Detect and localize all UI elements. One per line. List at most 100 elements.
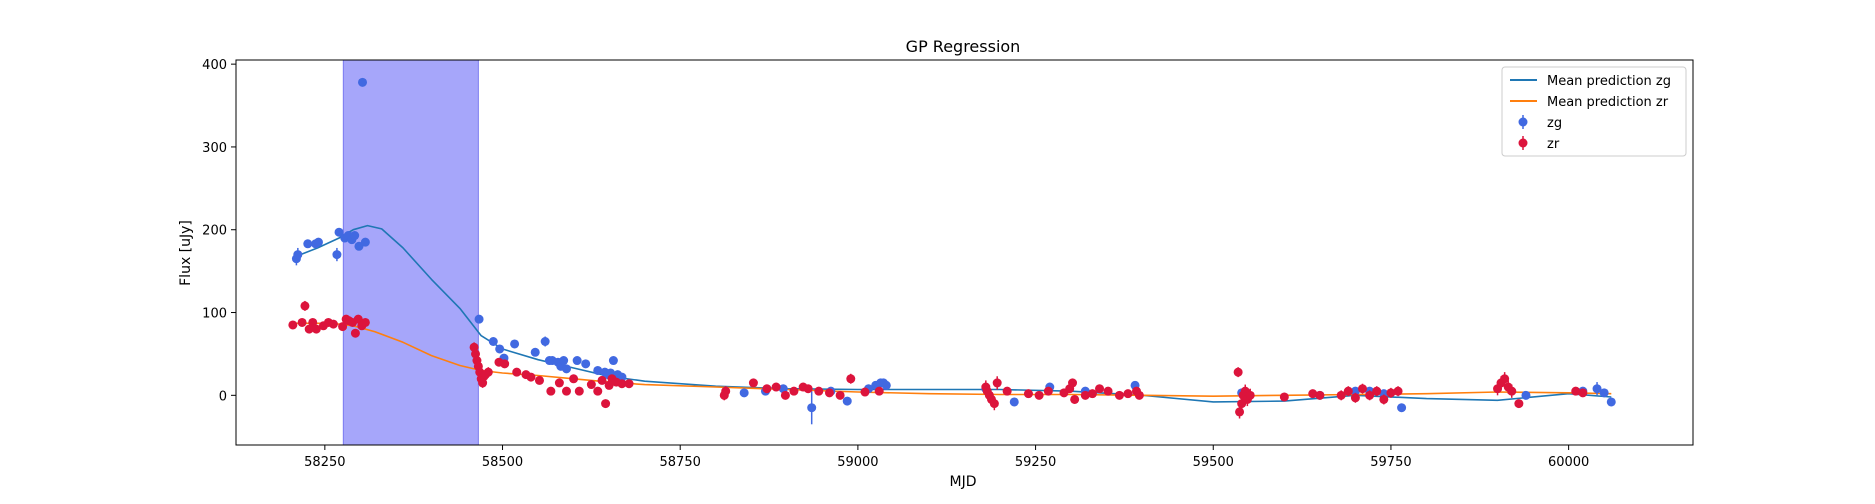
data-point bbox=[1002, 386, 1012, 396]
data-point bbox=[360, 237, 370, 247]
data-point bbox=[332, 250, 342, 260]
data-point bbox=[512, 367, 522, 377]
data-point bbox=[554, 378, 564, 388]
data-point bbox=[350, 231, 360, 241]
data-point bbox=[1397, 403, 1407, 413]
data-point bbox=[1571, 386, 1581, 396]
data-point bbox=[608, 356, 618, 366]
data-point bbox=[1103, 386, 1113, 396]
legend-item-mean-prediction-zg: Mean prediction zg bbox=[1510, 74, 1671, 89]
y-tick-label: 300 bbox=[202, 141, 227, 156]
data-point bbox=[300, 301, 310, 311]
data-point bbox=[540, 337, 550, 347]
data-point bbox=[353, 314, 363, 324]
y-tick-label: 200 bbox=[202, 224, 227, 239]
data-point bbox=[1578, 388, 1588, 398]
data-point bbox=[354, 241, 364, 251]
data-point bbox=[780, 390, 790, 400]
y-tick-label: 400 bbox=[202, 58, 227, 73]
series-line-mean-prediction-zr bbox=[296, 322, 1612, 397]
data-point bbox=[1521, 390, 1531, 400]
data-point bbox=[824, 388, 834, 398]
data-point bbox=[313, 237, 323, 247]
data-point bbox=[1315, 390, 1325, 400]
data-point bbox=[860, 387, 870, 397]
data-point bbox=[1514, 399, 1524, 409]
data-point bbox=[762, 384, 772, 394]
data-point bbox=[510, 339, 520, 349]
data-point bbox=[293, 250, 303, 260]
data-point bbox=[881, 380, 891, 390]
data-point bbox=[1095, 384, 1105, 394]
data-point bbox=[334, 227, 344, 237]
series-points-zr bbox=[288, 300, 1588, 419]
data-point bbox=[1379, 394, 1389, 404]
data-point bbox=[311, 324, 321, 334]
data-point bbox=[1235, 407, 1245, 417]
data-point bbox=[561, 364, 571, 374]
data-point bbox=[593, 386, 603, 396]
data-point bbox=[350, 328, 360, 338]
data-point bbox=[721, 386, 731, 396]
data-point bbox=[1500, 374, 1510, 384]
legend: Mean prediction zg Mean prediction zr zg zr bbox=[1501, 66, 1687, 157]
data-point bbox=[842, 396, 852, 406]
legend-label: Mean prediction zg bbox=[1547, 74, 1671, 89]
data-point bbox=[586, 380, 596, 390]
data-point bbox=[1114, 390, 1124, 400]
data-point bbox=[601, 399, 611, 409]
data-point bbox=[559, 356, 569, 366]
legend-label: Mean prediction zr bbox=[1547, 95, 1669, 110]
data-point bbox=[561, 386, 571, 396]
data-point bbox=[874, 386, 884, 396]
legend-item-zg: zg bbox=[1518, 115, 1562, 131]
data-point bbox=[304, 324, 314, 334]
data-point bbox=[1592, 384, 1602, 394]
data-point bbox=[748, 378, 758, 388]
data-point bbox=[358, 77, 368, 87]
data-point bbox=[1087, 389, 1097, 399]
x-axis-label: MJD bbox=[950, 474, 977, 490]
x-tick-label: 59000 bbox=[837, 455, 878, 470]
data-point bbox=[360, 317, 370, 327]
data-point bbox=[1393, 386, 1403, 396]
data-point bbox=[1043, 386, 1053, 396]
data-point bbox=[328, 319, 338, 329]
legend-label: zr bbox=[1547, 137, 1560, 152]
series-line-mean-prediction-zg bbox=[296, 224, 1612, 403]
data-point bbox=[1599, 388, 1609, 398]
data-point bbox=[338, 322, 348, 332]
x-tick-label: 59500 bbox=[1193, 455, 1234, 470]
data-point bbox=[1350, 393, 1360, 403]
legend-swatch bbox=[1518, 138, 1528, 148]
x-tick-label: 58500 bbox=[482, 455, 523, 470]
data-point bbox=[297, 317, 307, 327]
legend-swatch bbox=[1518, 117, 1528, 127]
y-tick-label: 0 bbox=[219, 389, 227, 404]
data-point bbox=[1134, 390, 1144, 400]
data-point bbox=[617, 379, 627, 389]
data-point bbox=[574, 386, 584, 396]
data-point bbox=[303, 239, 313, 249]
data-point bbox=[803, 384, 813, 394]
y-tick-label: 100 bbox=[202, 307, 227, 322]
data-point bbox=[1233, 367, 1243, 377]
chart-title: GP Regression bbox=[906, 37, 1021, 56]
data-point bbox=[1070, 394, 1080, 404]
data-point bbox=[1507, 386, 1517, 396]
x-tick-label: 59750 bbox=[1370, 455, 1411, 470]
data-point bbox=[572, 356, 582, 366]
data-point bbox=[1245, 390, 1255, 400]
data-point bbox=[624, 379, 634, 389]
data-point bbox=[1350, 386, 1360, 396]
data-point bbox=[846, 374, 856, 384]
data-point bbox=[581, 359, 591, 369]
data-point bbox=[807, 403, 817, 413]
data-point bbox=[1606, 397, 1616, 407]
data-point bbox=[483, 367, 493, 377]
data-point bbox=[789, 386, 799, 396]
data-point bbox=[530, 347, 540, 357]
data-point bbox=[569, 374, 579, 384]
